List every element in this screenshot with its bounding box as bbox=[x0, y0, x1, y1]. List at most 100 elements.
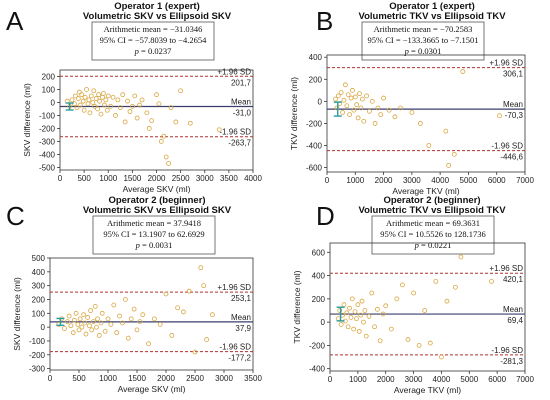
data-point bbox=[359, 298, 365, 304]
data-point bbox=[134, 115, 140, 121]
data-point bbox=[99, 310, 105, 316]
y-tick-label: -400 bbox=[306, 142, 323, 151]
data-point bbox=[115, 97, 121, 103]
data-point bbox=[79, 324, 85, 330]
y-tick-label: 500 bbox=[32, 254, 46, 263]
stats-p-value: = 0.0031 bbox=[140, 240, 172, 250]
data-point bbox=[158, 139, 164, 144]
y-tick-label: -600 bbox=[306, 164, 323, 173]
stats-p-symbol: p bbox=[404, 46, 409, 56]
x-axis-label: Average TKV (ml) bbox=[394, 385, 461, 395]
data-point bbox=[73, 310, 79, 316]
stats-p-value: = 0.0221 bbox=[419, 240, 451, 250]
data-point bbox=[132, 93, 138, 99]
stats-ci: 95% CI = 10.5526 to 128.1736 bbox=[380, 229, 486, 239]
data-point bbox=[108, 321, 114, 327]
data-point bbox=[433, 278, 439, 284]
data-point bbox=[175, 305, 181, 311]
data-point bbox=[348, 315, 354, 320]
x-tick-label: 4000 bbox=[244, 174, 262, 183]
data-point bbox=[338, 90, 344, 95]
x-tick-label: 2500 bbox=[172, 174, 190, 183]
data-point bbox=[363, 333, 369, 339]
data-point bbox=[201, 283, 207, 289]
x-axis-label: Average SKV (ml) bbox=[123, 184, 191, 194]
x-tick-label: 500 bbox=[77, 174, 91, 183]
x-tick-label: 0 bbox=[325, 176, 330, 185]
y-tick-label: 200 bbox=[312, 295, 326, 304]
data-point bbox=[146, 341, 152, 347]
x-tick-label: 5000 bbox=[460, 176, 478, 185]
data-point bbox=[81, 107, 87, 113]
data-point bbox=[374, 306, 380, 312]
plot-frame bbox=[59, 69, 254, 171]
stats-p: p = 0.0237 bbox=[134, 46, 172, 56]
data-point bbox=[88, 93, 94, 99]
mean-value: -31,0 bbox=[233, 108, 252, 117]
data-point bbox=[76, 327, 82, 333]
mean-value: 37,9 bbox=[235, 324, 251, 333]
data-point bbox=[347, 112, 353, 118]
data-point bbox=[166, 161, 171, 166]
data-point bbox=[105, 316, 111, 322]
chart-title-line1: Operator 1 (expert) bbox=[114, 1, 200, 12]
x-tick-label: 2000 bbox=[377, 375, 395, 384]
y-tick-label: 0 bbox=[51, 98, 56, 107]
data-point bbox=[120, 92, 126, 98]
data-point bbox=[443, 128, 449, 134]
data-point bbox=[383, 303, 389, 309]
data-point bbox=[341, 97, 347, 103]
data-point bbox=[352, 309, 358, 315]
data-point bbox=[102, 328, 108, 334]
data-point bbox=[98, 320, 104, 326]
upper-limit-value: 420,1 bbox=[503, 275, 524, 284]
y-tick-label: 0 bbox=[318, 97, 323, 106]
stats-p: p = 0.0031 bbox=[135, 240, 173, 250]
data-point bbox=[409, 109, 415, 115]
data-point bbox=[372, 324, 377, 330]
data-point bbox=[426, 143, 432, 148]
data-point bbox=[352, 94, 358, 100]
data-point bbox=[416, 342, 422, 348]
y-tick-label: 400 bbox=[309, 53, 323, 62]
x-tick-label: 2500 bbox=[186, 374, 204, 383]
lower-limit-value: -446,6 bbox=[500, 153, 523, 162]
lower-limit-value: -177,2 bbox=[228, 354, 251, 363]
data-point bbox=[149, 118, 155, 124]
stats-p: p = 0.0301 bbox=[404, 46, 442, 56]
stats-mean: Arithmetic mean = 69.3631 bbox=[386, 218, 480, 228]
data-point bbox=[186, 288, 192, 294]
data-point bbox=[417, 121, 423, 126]
x-tick-label: 500 bbox=[72, 374, 86, 383]
data-point bbox=[169, 333, 175, 338]
stats-box bbox=[371, 215, 495, 255]
stats-box bbox=[361, 21, 485, 61]
data-point bbox=[355, 302, 361, 308]
y-tick-label: 200 bbox=[32, 295, 46, 304]
x-tick-label: 5000 bbox=[460, 375, 478, 384]
stats-box bbox=[91, 21, 215, 61]
data-point bbox=[356, 329, 362, 334]
data-point bbox=[125, 98, 130, 104]
data-point bbox=[154, 92, 159, 98]
data-point bbox=[163, 154, 169, 160]
data-point bbox=[85, 315, 91, 320]
x-tick-label: 7000 bbox=[516, 176, 534, 185]
data-point bbox=[359, 96, 365, 102]
stats-p-symbol: p bbox=[134, 46, 139, 56]
x-tick-label: 1000 bbox=[349, 375, 367, 384]
chart-title-line1: Operator 2 (beginner) bbox=[383, 195, 480, 206]
data-point bbox=[66, 313, 72, 319]
data-point bbox=[95, 106, 101, 112]
data-point bbox=[400, 282, 405, 288]
data-point bbox=[87, 110, 93, 116]
x-tick-label: 1500 bbox=[128, 374, 146, 383]
data-point bbox=[340, 109, 345, 115]
data-point bbox=[357, 91, 362, 97]
data-point bbox=[192, 349, 198, 355]
x-tick-label: 3000 bbox=[405, 375, 423, 384]
data-point bbox=[94, 324, 99, 330]
data-point bbox=[62, 326, 67, 331]
x-tick-label: 1000 bbox=[99, 374, 117, 383]
data-point bbox=[335, 93, 341, 99]
